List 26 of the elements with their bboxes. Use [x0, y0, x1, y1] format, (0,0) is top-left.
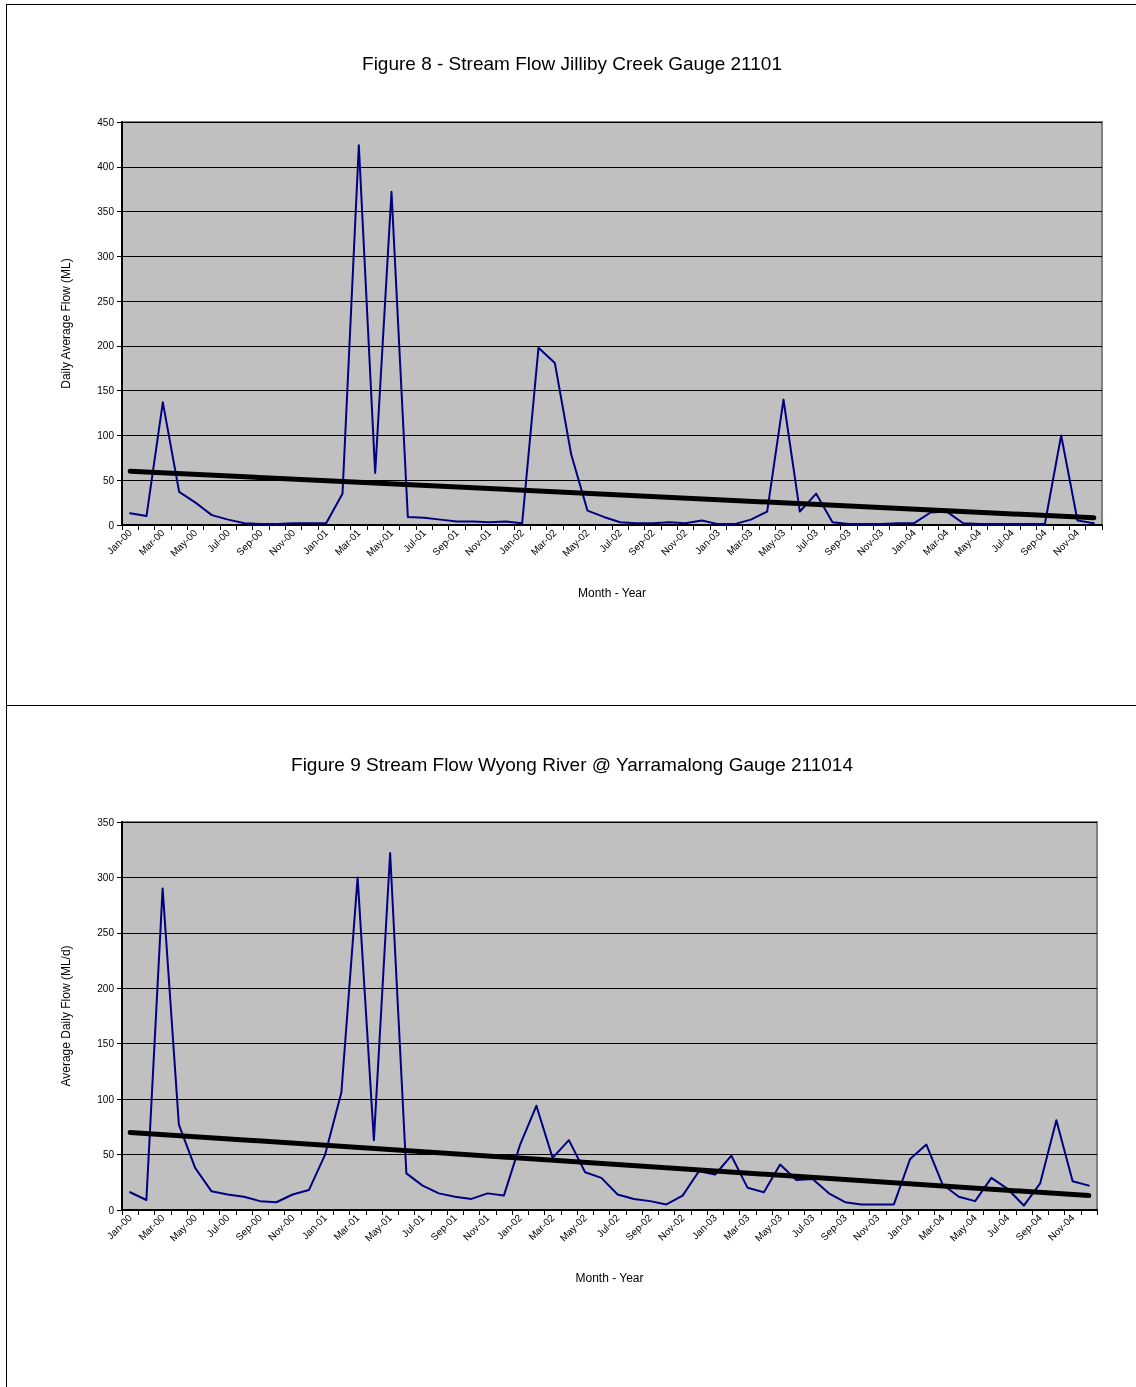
line-series — [129, 852, 1090, 1207]
y-tick-label: 300 — [97, 871, 115, 883]
y-tick-label: 150 — [97, 1038, 115, 1050]
y-tick-label: 450 — [97, 116, 115, 128]
y-tick-label: 100 — [97, 1093, 115, 1105]
y-tick-label: 100 — [97, 429, 115, 441]
x-axis-title: Month - Year — [577, 586, 647, 600]
y-tick-label: 400 — [97, 161, 115, 173]
y-tick-label: 300 — [97, 250, 115, 262]
y-tick-label: 250 — [97, 927, 115, 939]
chart-title: Figure 9 Stream Flow Wyong River @ Yarramalong Gauge 211014 — [291, 754, 854, 775]
line-series — [129, 144, 1095, 526]
y-tick-label: 0 — [108, 519, 115, 531]
y-tick-label: 50 — [102, 1149, 115, 1161]
y-tick-label: 350 — [97, 816, 115, 828]
y-tick-label: 50 — [102, 474, 115, 486]
y-tick-label: 200 — [97, 340, 115, 352]
y-tick-label: 0 — [108, 1204, 115, 1216]
y-tick-label: 200 — [97, 982, 115, 994]
chart-title: Figure 8 - Stream Flow Jilliby Creek Gauge 21101 — [362, 53, 782, 74]
y-axis-title: Average Daily Flow (ML/d) — [59, 945, 73, 1087]
y-tick-label: 350 — [97, 206, 115, 218]
x-axis-title: Month - Year — [575, 1271, 644, 1285]
y-axis-title: Daily Average Flow (ML) — [59, 258, 73, 389]
y-tick-label: 250 — [97, 295, 115, 307]
y-tick-label: 150 — [97, 385, 115, 397]
